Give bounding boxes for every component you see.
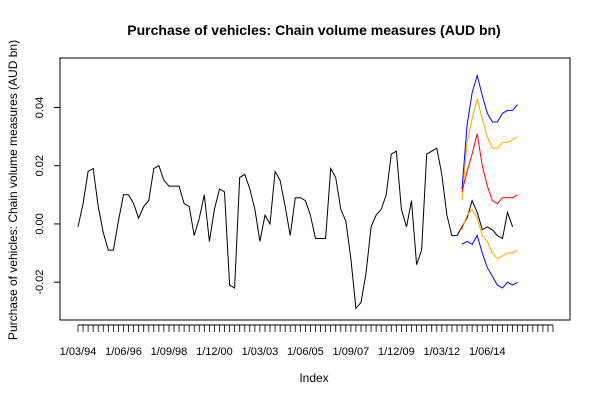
x-axis-label: Index: [299, 371, 328, 385]
series-line-5: [461, 234, 518, 289]
series-layer: [77, 73, 518, 310]
y-tick-label: 0.00: [34, 213, 46, 234]
series-line-1: [461, 73, 518, 190]
x-axis: 1/03/94 1/06/96 1/09/98 1/12/00 1/03/03 1/06/…: [60, 324, 554, 358]
series-line-2: [461, 98, 518, 201]
series-line-4: [461, 208, 518, 260]
y-axis-label: Purchase of vehicles: Chain volume measu…: [6, 40, 20, 340]
plot-frame: [59, 57, 571, 321]
y-axis: -0.02 0.00 0.02 0.04: [34, 97, 60, 295]
x-tick-label: 1/12/00: [196, 346, 233, 358]
y-tick-label: 0.02: [34, 155, 46, 176]
x-tick-label: 1/09/98: [151, 346, 188, 358]
y-tick-label: -0.02: [34, 270, 46, 295]
x-tick-label: 1/03/03: [242, 346, 279, 358]
x-tick-label: 1/06/14: [469, 346, 506, 358]
x-tick-label: 1/09/07: [333, 346, 370, 358]
x-tick-label: 1/06/96: [105, 346, 142, 358]
chart-title: Purchase of vehicles: Chain volume measu…: [127, 22, 500, 38]
series-line-3: [461, 133, 518, 205]
x-tick-label: 1/12/09: [378, 346, 415, 358]
x-tick-label: 1/03/12: [423, 346, 460, 358]
x-tick-label: 1/06/05: [287, 346, 324, 358]
x-tick-label: 1/03/94: [60, 346, 97, 358]
y-tick-label: 0.04: [34, 97, 46, 118]
series-line-0: [77, 147, 514, 310]
